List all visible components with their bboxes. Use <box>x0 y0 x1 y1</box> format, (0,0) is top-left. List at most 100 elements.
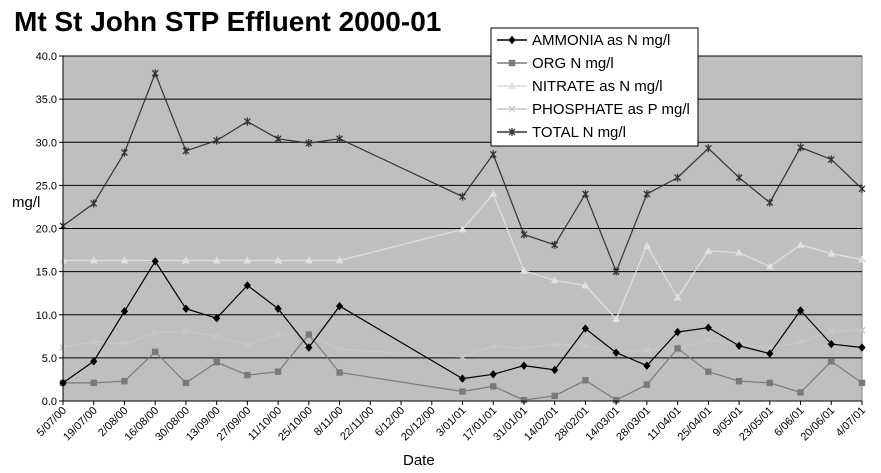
x-tick-label: 25/10/00 <box>276 405 315 444</box>
series-line <box>63 192 863 321</box>
data-point <box>766 349 774 358</box>
legend-box <box>490 27 699 147</box>
data-point <box>519 266 528 274</box>
data-point <box>673 293 682 301</box>
data-point <box>90 199 98 208</box>
data-point <box>581 281 590 289</box>
data-point <box>704 144 712 153</box>
data-point <box>335 301 344 311</box>
data-point <box>704 323 712 332</box>
data-point <box>520 344 528 352</box>
y-tick-label: 0.0 <box>42 396 57 408</box>
series-0 <box>59 257 866 388</box>
data-point <box>766 344 774 351</box>
x-tick-label: 20/06/01 <box>799 405 838 444</box>
data-point <box>827 249 836 257</box>
data-point <box>674 173 682 182</box>
y-tick-label: 35.0 <box>36 94 57 106</box>
data-point <box>335 256 344 264</box>
data-point <box>151 329 159 337</box>
data-point <box>520 396 528 404</box>
legend-marker <box>508 128 516 136</box>
y-axis-label: mg/l <box>12 194 41 211</box>
data-point <box>858 379 866 387</box>
data-point <box>489 370 497 379</box>
data-point <box>551 340 559 348</box>
data-point <box>612 348 620 357</box>
data-point <box>766 198 774 207</box>
data-point <box>489 190 498 197</box>
legend-marker <box>508 35 516 45</box>
legend-marker <box>508 82 516 89</box>
data-point <box>643 190 651 198</box>
data-point <box>705 368 712 375</box>
data-point <box>551 392 558 400</box>
data-point <box>858 343 866 352</box>
data-point <box>489 150 497 159</box>
data-point <box>704 336 712 344</box>
series-line <box>62 71 863 274</box>
y-tick-label: 20.0 <box>36 224 57 236</box>
data-point <box>796 240 805 248</box>
data-point <box>797 338 804 346</box>
data-point <box>243 281 251 290</box>
data-point <box>243 341 251 349</box>
data-point <box>643 381 651 388</box>
data-point <box>551 240 559 249</box>
data-point <box>550 276 559 284</box>
data-point <box>90 338 98 345</box>
x-tick-label: 19/07/00 <box>61 405 100 444</box>
data-point <box>213 136 221 145</box>
data-point <box>212 256 221 264</box>
data-point <box>581 190 589 198</box>
data-point <box>612 396 620 404</box>
x-tick-label: 22/11/00 <box>338 405 376 443</box>
data-point <box>827 327 835 335</box>
legend-label: TOTAL N mg/l <box>532 124 626 141</box>
data-point <box>305 331 313 338</box>
data-point <box>735 173 743 182</box>
series-4 <box>59 69 866 276</box>
data-point <box>459 353 466 361</box>
x-tick-label: 23/05/01 <box>737 405 776 444</box>
data-point <box>121 340 128 348</box>
series-line <box>62 329 863 358</box>
data-point <box>182 379 190 387</box>
data-point <box>674 345 681 352</box>
data-point <box>89 256 98 264</box>
data-point <box>458 374 467 383</box>
data-point <box>151 69 159 78</box>
data-point <box>490 383 497 390</box>
data-point <box>213 332 221 340</box>
data-point <box>642 241 651 249</box>
data-point <box>274 304 282 313</box>
data-point <box>612 267 620 276</box>
data-point <box>858 255 866 263</box>
data-point <box>858 184 866 193</box>
data-point <box>581 342 589 350</box>
legend-label: AMMONIA as N mg/l <box>532 32 670 49</box>
data-point <box>305 343 313 352</box>
data-point <box>182 146 190 155</box>
data-point <box>796 306 805 315</box>
series-line <box>63 333 863 401</box>
data-point <box>336 134 344 143</box>
x-tick-label: 28/03/01 <box>614 405 653 444</box>
data-point <box>121 377 128 385</box>
data-point <box>704 246 713 254</box>
data-point <box>274 134 282 143</box>
data-point <box>827 155 835 164</box>
data-point <box>304 256 313 264</box>
data-point <box>735 377 743 385</box>
data-point <box>121 148 128 157</box>
y-tick-label: 15.0 <box>36 267 57 279</box>
data-point <box>244 371 251 379</box>
legend-label: ORG N mg/l <box>532 55 614 72</box>
data-point <box>489 342 497 350</box>
data-point <box>643 346 651 354</box>
data-point <box>551 365 559 375</box>
x-tick-label: 4/07/01 <box>834 405 868 439</box>
data-point <box>336 345 344 353</box>
y-tick-label: 10.0 <box>36 310 57 322</box>
